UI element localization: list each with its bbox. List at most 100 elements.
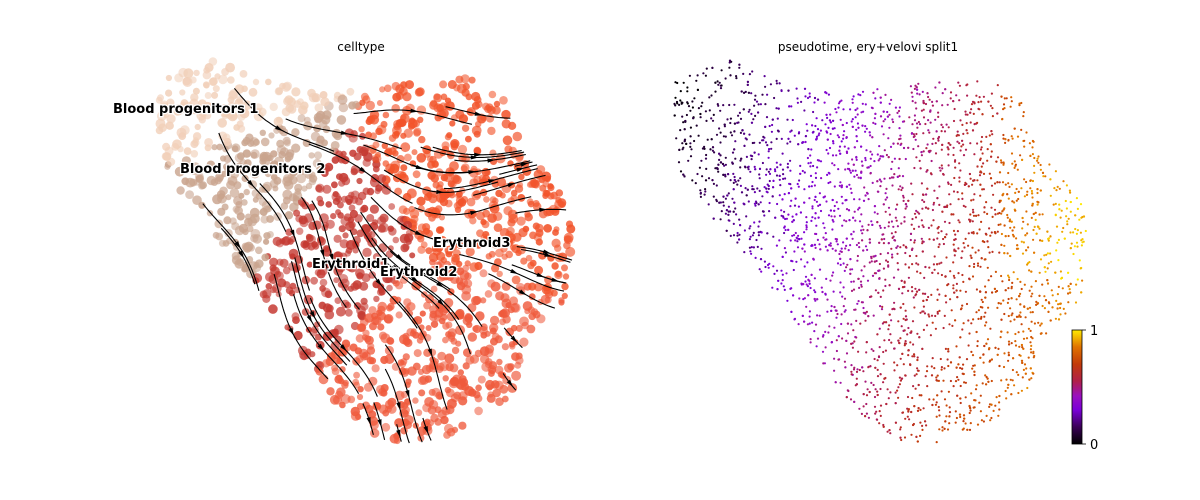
cell-point bbox=[493, 211, 503, 221]
cell-point bbox=[926, 385, 929, 388]
cell-point bbox=[997, 414, 1000, 417]
cell-point bbox=[984, 291, 988, 294]
cell-point bbox=[1025, 180, 1028, 184]
cell-point bbox=[724, 135, 727, 138]
cell-point bbox=[931, 100, 934, 103]
cell-point bbox=[996, 156, 1000, 159]
cell-point bbox=[791, 215, 794, 218]
cell-point bbox=[957, 378, 960, 381]
cell-point bbox=[925, 424, 928, 427]
cell-point bbox=[925, 298, 928, 302]
cell-point bbox=[886, 252, 890, 255]
velocity-arrowhead bbox=[518, 289, 527, 296]
cell-point bbox=[518, 173, 525, 181]
cell-point bbox=[901, 286, 905, 289]
cell-point bbox=[465, 135, 472, 143]
cell-point bbox=[429, 100, 439, 110]
cell-point bbox=[936, 227, 939, 230]
cell-point bbox=[695, 79, 698, 82]
cell-point bbox=[1030, 320, 1033, 323]
cell-point bbox=[879, 305, 882, 308]
cell-point bbox=[928, 238, 931, 241]
cell-point bbox=[686, 90, 689, 93]
cell-point bbox=[972, 198, 975, 201]
cell-point bbox=[977, 309, 981, 312]
cell-point bbox=[915, 254, 918, 258]
cell-point bbox=[844, 366, 847, 369]
cell-point bbox=[1039, 332, 1042, 335]
cell-point bbox=[1017, 373, 1020, 376]
cell-point bbox=[981, 188, 984, 191]
cell-point bbox=[911, 263, 914, 266]
cell-point bbox=[836, 262, 840, 265]
cell-point bbox=[919, 434, 922, 437]
cell-point bbox=[936, 263, 939, 266]
cell-point bbox=[430, 174, 439, 183]
cell-point bbox=[976, 165, 979, 168]
cell-point bbox=[912, 133, 916, 136]
cell-point bbox=[828, 146, 832, 150]
cell-point bbox=[780, 209, 783, 212]
cell-point bbox=[425, 364, 434, 373]
cell-point bbox=[891, 118, 894, 121]
cell-point bbox=[1032, 212, 1035, 216]
cell-point bbox=[902, 329, 905, 332]
cell-point bbox=[930, 224, 933, 227]
cell-point bbox=[959, 119, 962, 122]
cell-point bbox=[811, 321, 814, 324]
cell-point bbox=[894, 106, 898, 109]
cell-point bbox=[910, 410, 913, 414]
cell-point bbox=[845, 244, 848, 247]
cell-point bbox=[892, 142, 895, 145]
cell-point bbox=[871, 274, 875, 277]
cell-point bbox=[561, 292, 568, 299]
cell-point bbox=[278, 164, 286, 173]
cell-point bbox=[733, 130, 736, 133]
cell-point bbox=[502, 135, 513, 146]
cell-point bbox=[254, 246, 263, 255]
cell-point bbox=[946, 428, 950, 431]
cell-point bbox=[896, 262, 899, 265]
cell-point bbox=[945, 404, 948, 407]
cell-point bbox=[878, 277, 881, 280]
cell-point bbox=[926, 365, 929, 368]
cell-point bbox=[884, 278, 887, 281]
cell-point bbox=[898, 138, 901, 141]
cell-point bbox=[887, 137, 890, 140]
cell-point bbox=[776, 166, 779, 169]
cell-point bbox=[1008, 343, 1011, 346]
cell-point bbox=[891, 308, 894, 311]
cell-point bbox=[856, 113, 859, 116]
cell-point bbox=[773, 168, 777, 171]
cell-point bbox=[1047, 310, 1050, 313]
cell-point bbox=[1049, 252, 1052, 255]
cell-point bbox=[1010, 393, 1013, 396]
cell-point bbox=[1025, 131, 1028, 134]
cell-point bbox=[293, 100, 302, 108]
cell-point bbox=[352, 236, 361, 245]
cell-point bbox=[874, 388, 877, 391]
cell-point bbox=[715, 184, 718, 187]
cell-point bbox=[456, 241, 464, 249]
cell-point bbox=[759, 258, 763, 261]
cell-point bbox=[364, 313, 374, 323]
cell-point bbox=[711, 66, 714, 69]
cell-point bbox=[921, 424, 924, 427]
cell-point bbox=[852, 368, 856, 371]
cell-point bbox=[866, 248, 869, 251]
cell-point bbox=[959, 415, 962, 419]
cell-point bbox=[212, 231, 220, 239]
cell-point bbox=[727, 219, 730, 222]
cell-point bbox=[1014, 332, 1017, 336]
cell-point bbox=[824, 91, 827, 94]
cell-point bbox=[851, 268, 854, 271]
cell-point bbox=[381, 422, 391, 432]
cell-point bbox=[936, 312, 939, 315]
cell-point bbox=[977, 101, 980, 104]
cell-point bbox=[406, 302, 416, 312]
cell-point bbox=[807, 278, 810, 281]
cell-point bbox=[924, 206, 928, 209]
cell-point bbox=[289, 282, 297, 290]
cell-point bbox=[930, 374, 934, 377]
cell-point bbox=[999, 302, 1003, 305]
